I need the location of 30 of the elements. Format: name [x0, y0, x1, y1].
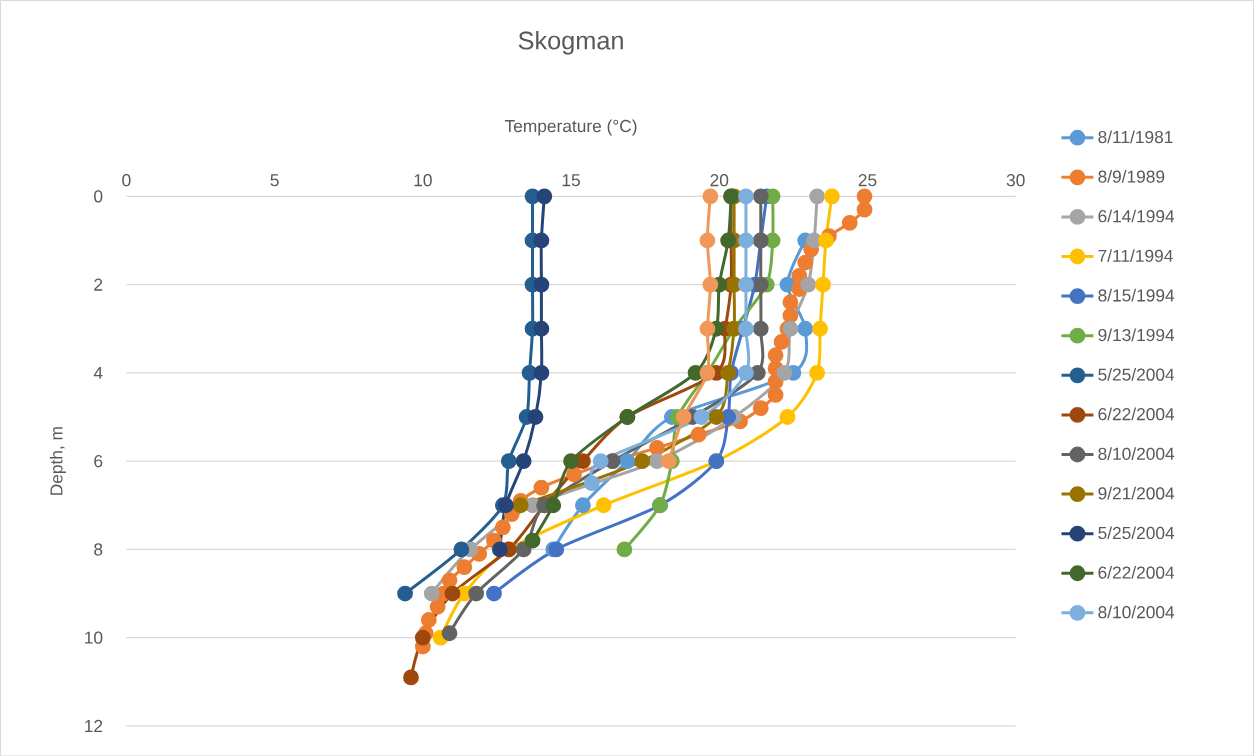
legend-label: 8/10/2004: [1098, 447, 1175, 460]
legend-label: 6/22/2004: [1098, 407, 1175, 421]
x-tick-label: 30: [1006, 173, 1025, 187]
x-tick-label: 10: [414, 173, 432, 187]
x-tick-label: 20: [710, 173, 729, 187]
x-tick-label: 5: [270, 174, 279, 187]
y-tick-label: 2: [94, 278, 103, 291]
x-tick-label: 25: [858, 173, 877, 187]
x-tick-label: 0: [122, 173, 131, 187]
legend-label: 8/9/1989: [1098, 169, 1165, 183]
y-tick-label: 12: [85, 719, 103, 732]
y-axis-title: Depth, m: [49, 426, 67, 495]
legend-label: 7/11/1994: [1098, 249, 1173, 262]
legend-label: 8/15/1994: [1098, 288, 1175, 302]
y-tick-label: 6: [94, 454, 103, 468]
legend-label: 6/22/2004: [1098, 565, 1175, 579]
y-tick-label: 10: [85, 631, 103, 644]
legend-label: 9/21/2004: [1098, 486, 1175, 500]
y-tick-label: 8: [94, 543, 103, 556]
y-tick-label: 4: [93, 366, 103, 379]
legend-label: 5/25/2004: [1098, 367, 1175, 381]
legend-label: 8/11/1981: [1098, 130, 1173, 143]
x-axis-title: Temperature (°C): [504, 119, 637, 136]
legend-label: 6/14/1994: [1098, 209, 1175, 223]
legend-label: 9/13/1994: [1098, 328, 1175, 341]
legend-label: 5/25/2004: [1098, 526, 1175, 539]
y-tick-label: 0: [94, 190, 103, 203]
legend-label: 8/10/2004: [1098, 605, 1175, 619]
chart-title: Skogman: [518, 30, 623, 55]
x-tick-label: 15: [562, 174, 580, 187]
